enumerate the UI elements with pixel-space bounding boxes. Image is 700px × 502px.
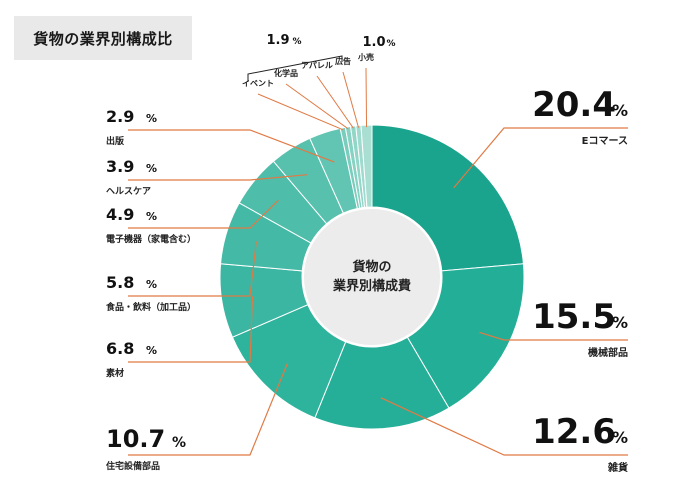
group-value: 1.9	[266, 33, 289, 48]
leader-line	[479, 331, 628, 341]
slice-value: 15.5	[532, 297, 616, 337]
slice-unit: %	[612, 428, 628, 447]
slice-unit: %	[146, 278, 157, 291]
slice-unit: %	[146, 344, 157, 357]
slice-label: 広告	[335, 56, 351, 66]
slice-value: 4.9	[106, 205, 134, 224]
slice-unit: %	[612, 101, 628, 120]
leader-line	[285, 83, 349, 130]
chart-title: 貨物の業界別構成比	[14, 16, 192, 60]
slice-label: 住宅設備部品	[106, 460, 160, 472]
leader-line	[342, 71, 360, 128]
slice-value: 1.0	[362, 35, 385, 50]
group-bracket	[247, 55, 343, 82]
leader-line	[128, 199, 279, 229]
slice-value: 5.8	[106, 273, 134, 292]
donut-slice	[360, 124, 373, 208]
leader-line	[128, 241, 257, 297]
slice-label: イベント	[242, 79, 274, 88]
slice-label: 小売	[357, 52, 374, 62]
slice-value: 6.8	[106, 339, 134, 358]
slice-unit: %	[386, 39, 395, 49]
slice-label: 機械部品	[588, 346, 628, 359]
leader-line	[128, 296, 254, 363]
center-label: 貨物の	[352, 259, 391, 275]
slice-unit: %	[146, 112, 157, 125]
leader-line	[128, 129, 335, 163]
slice-label: アパレル	[301, 60, 333, 70]
slice-label: 食品・飲料（加工品）	[105, 301, 196, 313]
slice-value: 10.7	[106, 425, 165, 453]
slice-label: 化学品	[274, 68, 298, 78]
slice-label: Eコマース	[582, 135, 628, 147]
leader-line	[453, 127, 628, 189]
slice-value: 3.9	[106, 157, 134, 176]
slice-label: 出版	[106, 135, 124, 147]
slice-unit: %	[612, 313, 628, 332]
slice-value: 20.4	[532, 85, 616, 125]
slice-unit: %	[146, 210, 157, 223]
leader-line	[365, 67, 368, 128]
slice-unit: %	[172, 435, 186, 451]
leader-line	[128, 174, 308, 181]
slice-unit: %	[146, 162, 157, 175]
slice-label: 素材	[106, 367, 124, 379]
leader-line	[316, 75, 354, 129]
donut-slice	[371, 124, 524, 272]
slice-value: 12.6	[532, 412, 616, 452]
slice-label: 雑貨	[607, 461, 628, 474]
center-label: 業界別構成費	[332, 278, 411, 294]
slice-value: 2.9	[106, 107, 134, 126]
donut-center	[304, 209, 440, 345]
leader-line	[257, 93, 344, 131]
leader-line	[380, 397, 628, 456]
donut-slice	[406, 263, 525, 409]
slice-label: 電子機器（家電含む）	[106, 233, 196, 245]
slice-label: ヘルスケア	[106, 186, 151, 197]
group-unit: %	[292, 37, 301, 47]
leader-line	[128, 363, 288, 456]
